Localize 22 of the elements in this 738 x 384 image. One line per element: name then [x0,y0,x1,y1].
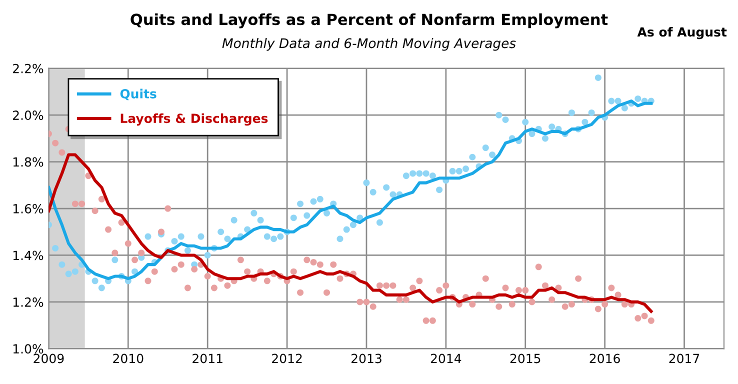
legend-label: Layoffs & Discharges [120,113,268,126]
y-tick-label: 1.6% [13,204,44,214]
x-tick-label: 2012 [272,354,302,364]
y-tick-label: 1.8% [13,157,44,167]
x-tick-label: 2010 [113,354,144,364]
y-tick-label: 2.2% [13,64,44,74]
x-tick-label: 2016 [590,354,620,364]
chart-title: Quits and Layoffs as a Percent of Nonfarm Employment [130,13,608,28]
text: As of August [637,26,727,40]
x-tick-label: 2014 [430,354,462,364]
y-tick-label: 1.4% [13,250,44,260]
y-tick-label: 1.2% [13,297,44,307]
line-series [48,153,653,313]
x-tick-label: 2017 [669,354,700,364]
y-tick-label: 1.0% [13,344,44,354]
x-tick-label: 2009 [34,354,64,364]
chart-subtitle: Monthly Data and 6-Month Moving Averages [222,38,516,51]
y-tick-label: 2.0% [13,110,44,120]
x-tick-label: 2011 [192,354,222,364]
x-tick-label: 2013 [351,354,382,364]
x-tick-label: 2015 [510,354,540,364]
legend-label: Quits [120,88,156,100]
